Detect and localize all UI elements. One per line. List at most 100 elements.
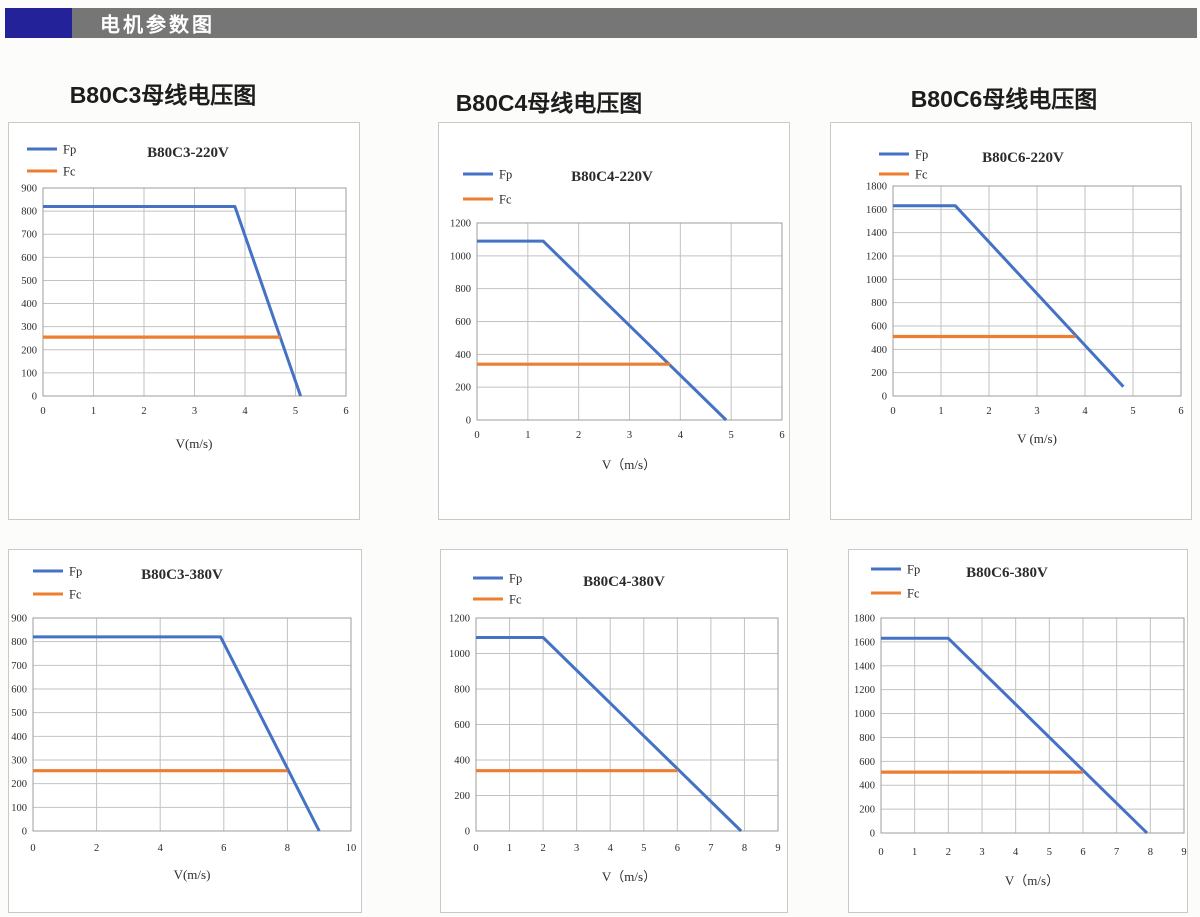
gridlines: [892, 185, 1182, 397]
chart-panel-b80c6-220v: 0 200 400 600 800 1000 1200 1400 1600 1800 0 1 2 3 4 5 6…: [830, 122, 1192, 520]
x-tick-label: 2: [94, 843, 99, 854]
chart-title: B80C6-380V: [966, 565, 1048, 581]
y-tick-label: 0: [22, 827, 27, 838]
y-tick-label: 1800: [866, 182, 887, 193]
y-tick-label: 100: [11, 803, 27, 814]
x-tick-label: 0: [473, 843, 478, 854]
y-tick-label: 1600: [854, 637, 875, 648]
legend-fc-label: Fc: [63, 165, 76, 179]
legend-fp-label: Fp: [509, 572, 522, 586]
y-tick-label: 200: [455, 383, 471, 394]
y-tick-label: 400: [454, 756, 470, 767]
x-tick-label: 5: [729, 430, 734, 441]
column-title-b80c3: B80C3母线电压图: [69, 82, 257, 108]
plot-border: [475, 617, 779, 832]
y-tick-label: 1000: [450, 251, 471, 262]
x-tick-label: 5: [1130, 406, 1135, 417]
x-axis-label: V(m/s): [174, 867, 211, 882]
series-fp-line: [33, 635, 321, 832]
y-tick-label: 1200: [450, 219, 471, 230]
plot-border: [476, 222, 783, 421]
y-tick-label: 800: [454, 685, 470, 696]
series-fp-line: [477, 239, 728, 422]
gridlines: [476, 222, 783, 421]
y-tick-label: 1000: [866, 275, 887, 286]
x-tick-label: 1: [938, 406, 943, 417]
y-tick-label: 100: [21, 368, 37, 379]
chart-svg-b80c4-220v: 0 200 400 600 800 1000 1200 0 1 2 3 4 5 6 Fp Fc B80C4-22…: [450, 168, 785, 473]
x-axis-label: V（m/s）: [602, 869, 656, 884]
y-tick-label: 0: [882, 392, 887, 403]
column-title-b80c4: B80C4母线电压图: [455, 90, 643, 116]
x-tick-label: 8: [285, 843, 290, 854]
x-tick-label: 2: [946, 847, 951, 858]
y-tick-label: 800: [455, 284, 471, 295]
x-axis-label: V（m/s）: [1005, 873, 1059, 888]
y-tick-label: 200: [454, 791, 470, 802]
x-axis-label: V(m/s): [176, 436, 213, 451]
y-tick-label: 1400: [866, 228, 887, 239]
x-tick-label: 4: [1013, 847, 1019, 858]
y-tick-label: 0: [465, 827, 470, 838]
y-tick-label: 1000: [449, 649, 470, 660]
y-tick-label: 600: [21, 253, 37, 264]
y-tick-label: 1200: [854, 685, 875, 696]
x-tick-label: 3: [979, 847, 984, 858]
legend-fp-label: Fp: [915, 148, 928, 162]
x-tick-label: 0: [40, 406, 45, 417]
x-tick-label: 3: [1034, 406, 1039, 417]
x-tick-label: 9: [1181, 847, 1186, 858]
x-tick-label: 3: [627, 430, 632, 441]
x-tick-label: 1: [525, 430, 530, 441]
y-tick-label: 800: [871, 298, 887, 309]
x-tick-label: 9: [775, 843, 780, 854]
chart-panel-b80c3-220v: 0 100 200 300 400 500 600 700 800 900 0 1 2 3 4 5 6 Fp Fc B…: [8, 122, 360, 520]
plot-border: [42, 187, 347, 397]
y-tick-label: 400: [859, 781, 875, 792]
plot-border: [892, 185, 1182, 397]
chart-panel-b80c3-380v: 0 100 200 300 400 500 600 700 800 900 0 2 4 6 8 10 Fp Fc B…: [8, 549, 362, 913]
y-tick-label: 900: [11, 614, 27, 625]
x-tick-label: 4: [242, 406, 248, 417]
gridlines: [475, 617, 779, 832]
y-tick-label: 800: [859, 733, 875, 744]
chart-panel-b80c4-220v: 0 200 400 600 800 1000 1200 0 1 2 3 4 5 6 Fp Fc B80C4-22…: [438, 122, 790, 520]
legend-fc-label: Fc: [509, 593, 522, 607]
series-fp-line: [881, 636, 1149, 835]
section-header-bar: 电机参数图: [5, 8, 1197, 38]
chart-svg-b80c6-380v: 0 200 400 600 800 1000 1200 1400 1600 1800 0 1 2 3 4 5 6…: [854, 563, 1187, 889]
chart-panel-b80c4-380v: 0 200 400 600 800 1000 1200 0 1 2 3 4 5 6 7 8 9 Fp Fc B80C4…: [440, 549, 788, 913]
y-tick-label: 200: [859, 805, 875, 816]
x-tick-label: 4: [1082, 406, 1088, 417]
y-tick-label: 200: [21, 345, 37, 356]
legend-fc-label: Fc: [907, 587, 920, 601]
plot-border: [32, 617, 352, 832]
x-tick-label: 1: [91, 406, 96, 417]
legend-fp-label: Fp: [499, 168, 512, 182]
chart-title: B80C3-220V: [147, 145, 229, 161]
y-tick-label: 600: [11, 685, 27, 696]
chart-title: B80C4-380V: [583, 574, 665, 590]
y-tick-label: 400: [21, 299, 37, 310]
chart-title: B80C4-220V: [571, 169, 653, 185]
x-tick-label: 8: [1148, 847, 1153, 858]
y-tick-label: 0: [466, 416, 471, 427]
column-title-b80c6: B80C6母线电压图: [910, 86, 1098, 112]
gridlines: [42, 187, 347, 397]
series-fp-line: [893, 204, 1125, 388]
y-tick-label: 400: [871, 345, 887, 356]
x-tick-label: 7: [708, 843, 713, 854]
x-tick-label: 1: [507, 843, 512, 854]
x-tick-label: 8: [742, 843, 747, 854]
y-tick-label: 600: [454, 720, 470, 731]
y-tick-label: 1800: [854, 614, 875, 625]
y-tick-label: 1000: [854, 709, 875, 720]
y-tick-label: 0: [870, 829, 875, 840]
section-title: 电机参数图: [100, 14, 215, 37]
y-tick-label: 800: [11, 637, 27, 648]
x-tick-label: 10: [346, 843, 357, 854]
x-tick-label: 5: [1047, 847, 1052, 858]
y-tick-label: 500: [11, 708, 27, 719]
y-tick-label: 1200: [866, 252, 887, 263]
x-tick-label: 3: [192, 406, 197, 417]
